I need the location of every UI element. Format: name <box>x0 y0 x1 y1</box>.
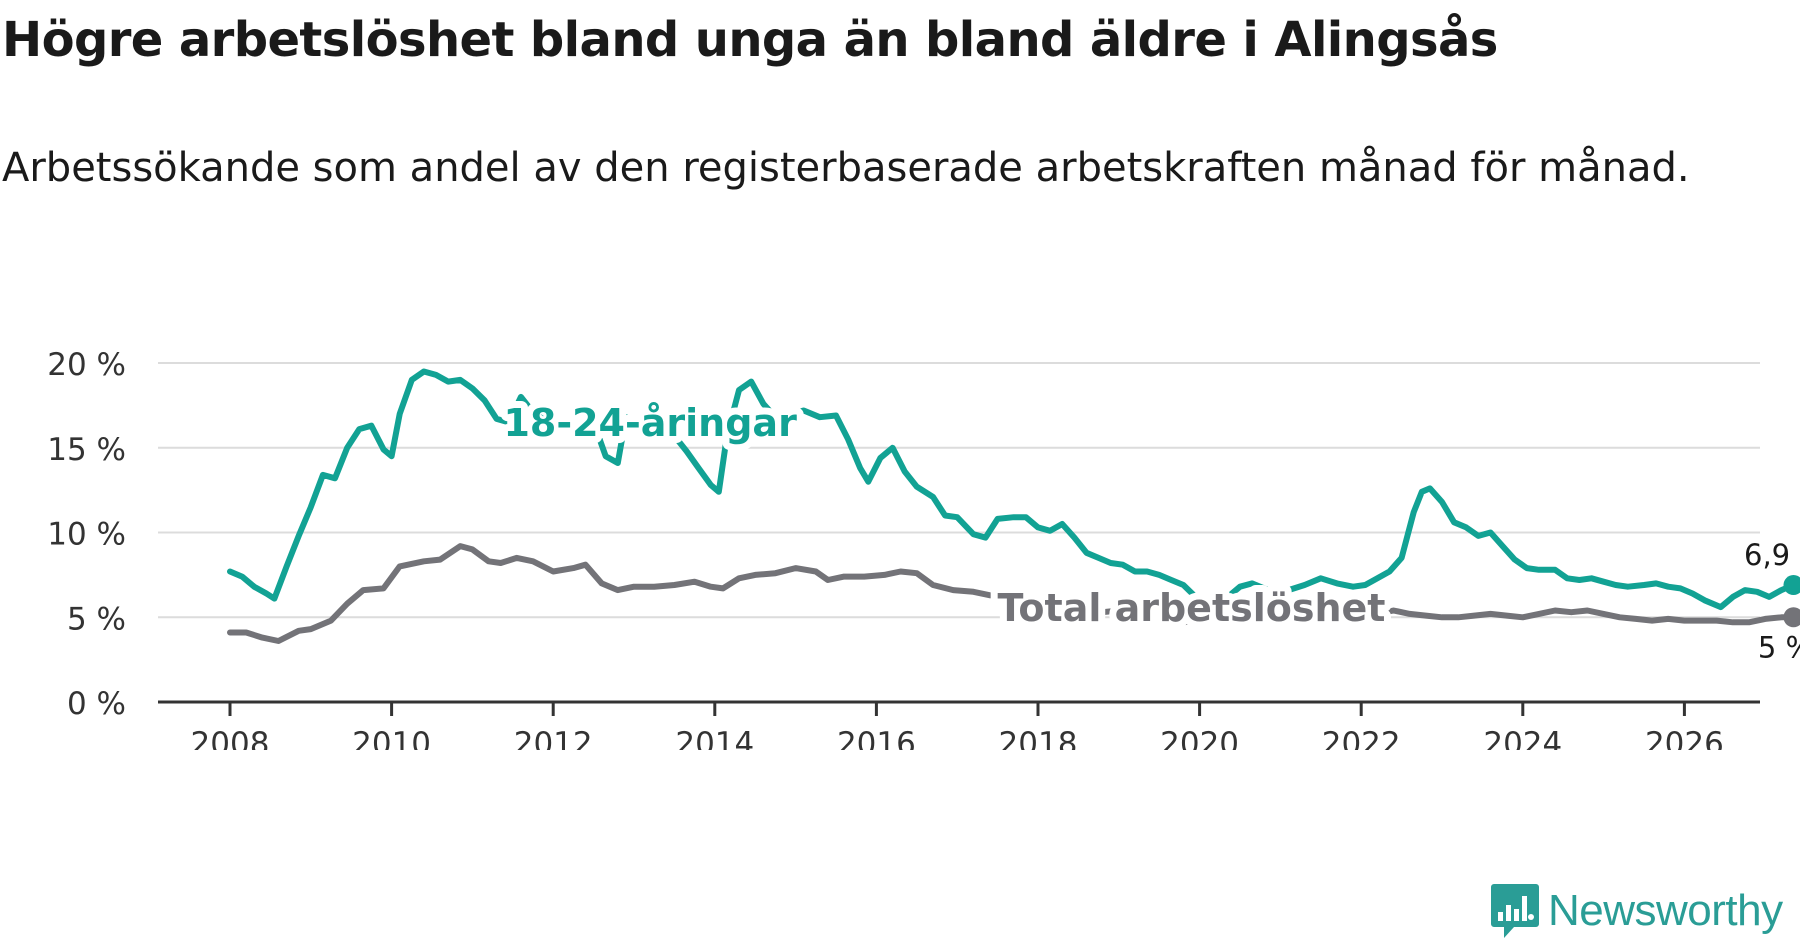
x-tick-label: 2024 <box>1483 726 1562 750</box>
x-tick-label: 2026 <box>1645 726 1724 750</box>
end-value-label-youth: 6,9 % <box>1744 538 1800 572</box>
series-label-halo-youth: 18-24-åringar <box>503 401 797 445</box>
series-line-total <box>227 543 1797 644</box>
series-label-halo-total: Total arbetslöshet <box>998 586 1386 630</box>
x-tick-label: 2022 <box>1322 726 1401 750</box>
y-tick-label: 15 % <box>47 432 126 468</box>
y-axis-ticks: 0 % 5 % 10 % 15 % 20 % <box>47 347 126 722</box>
series-label-youth: 18-24-åringar <box>503 401 797 445</box>
y-tick-label: 0 % <box>67 686 126 722</box>
newsworthy-logo: Newsworthy <box>1490 882 1783 940</box>
chart-subtitle: Arbetssökande som andel av den registerb… <box>2 145 1690 191</box>
x-axis-ticks: 2008 2010 2012 2014 2016 2018 2020 2022 2024 2026 <box>191 702 1724 750</box>
x-tick-label: 2008 <box>191 726 270 750</box>
chart-title: Högre arbetslöshet bland unga än bland ä… <box>2 12 1498 68</box>
series-lines <box>227 368 1800 644</box>
line-chart: 0 %5 %10 %15 %20 % 2008 2010 2012 2014 2016 2… <box>47 347 1800 750</box>
gridlines <box>158 362 1760 619</box>
series-line-youth <box>227 368 1797 616</box>
x-tick-label: 2020 <box>1160 726 1239 750</box>
end-value-label-total: 5 % <box>1758 630 1800 664</box>
newsworthy-logo-icon <box>1491 884 1539 938</box>
y-tick-label: 20 % <box>47 347 126 383</box>
end-point-total <box>1783 607 1800 628</box>
x-tick-label: 2014 <box>675 726 754 750</box>
brand-name: Newsworthy <box>1548 886 1783 935</box>
x-tick-label: 2018 <box>999 726 1078 750</box>
x-tick-label: 2012 <box>514 726 593 750</box>
y-tick-label: 5 % <box>67 601 126 637</box>
y-tick-label: 10 % <box>47 517 126 553</box>
end-point-youth <box>1783 575 1800 596</box>
x-tick-label: 2016 <box>837 726 916 750</box>
x-tick-label: 2010 <box>352 726 431 750</box>
series-label-total: Total arbetslöshet <box>998 586 1386 630</box>
